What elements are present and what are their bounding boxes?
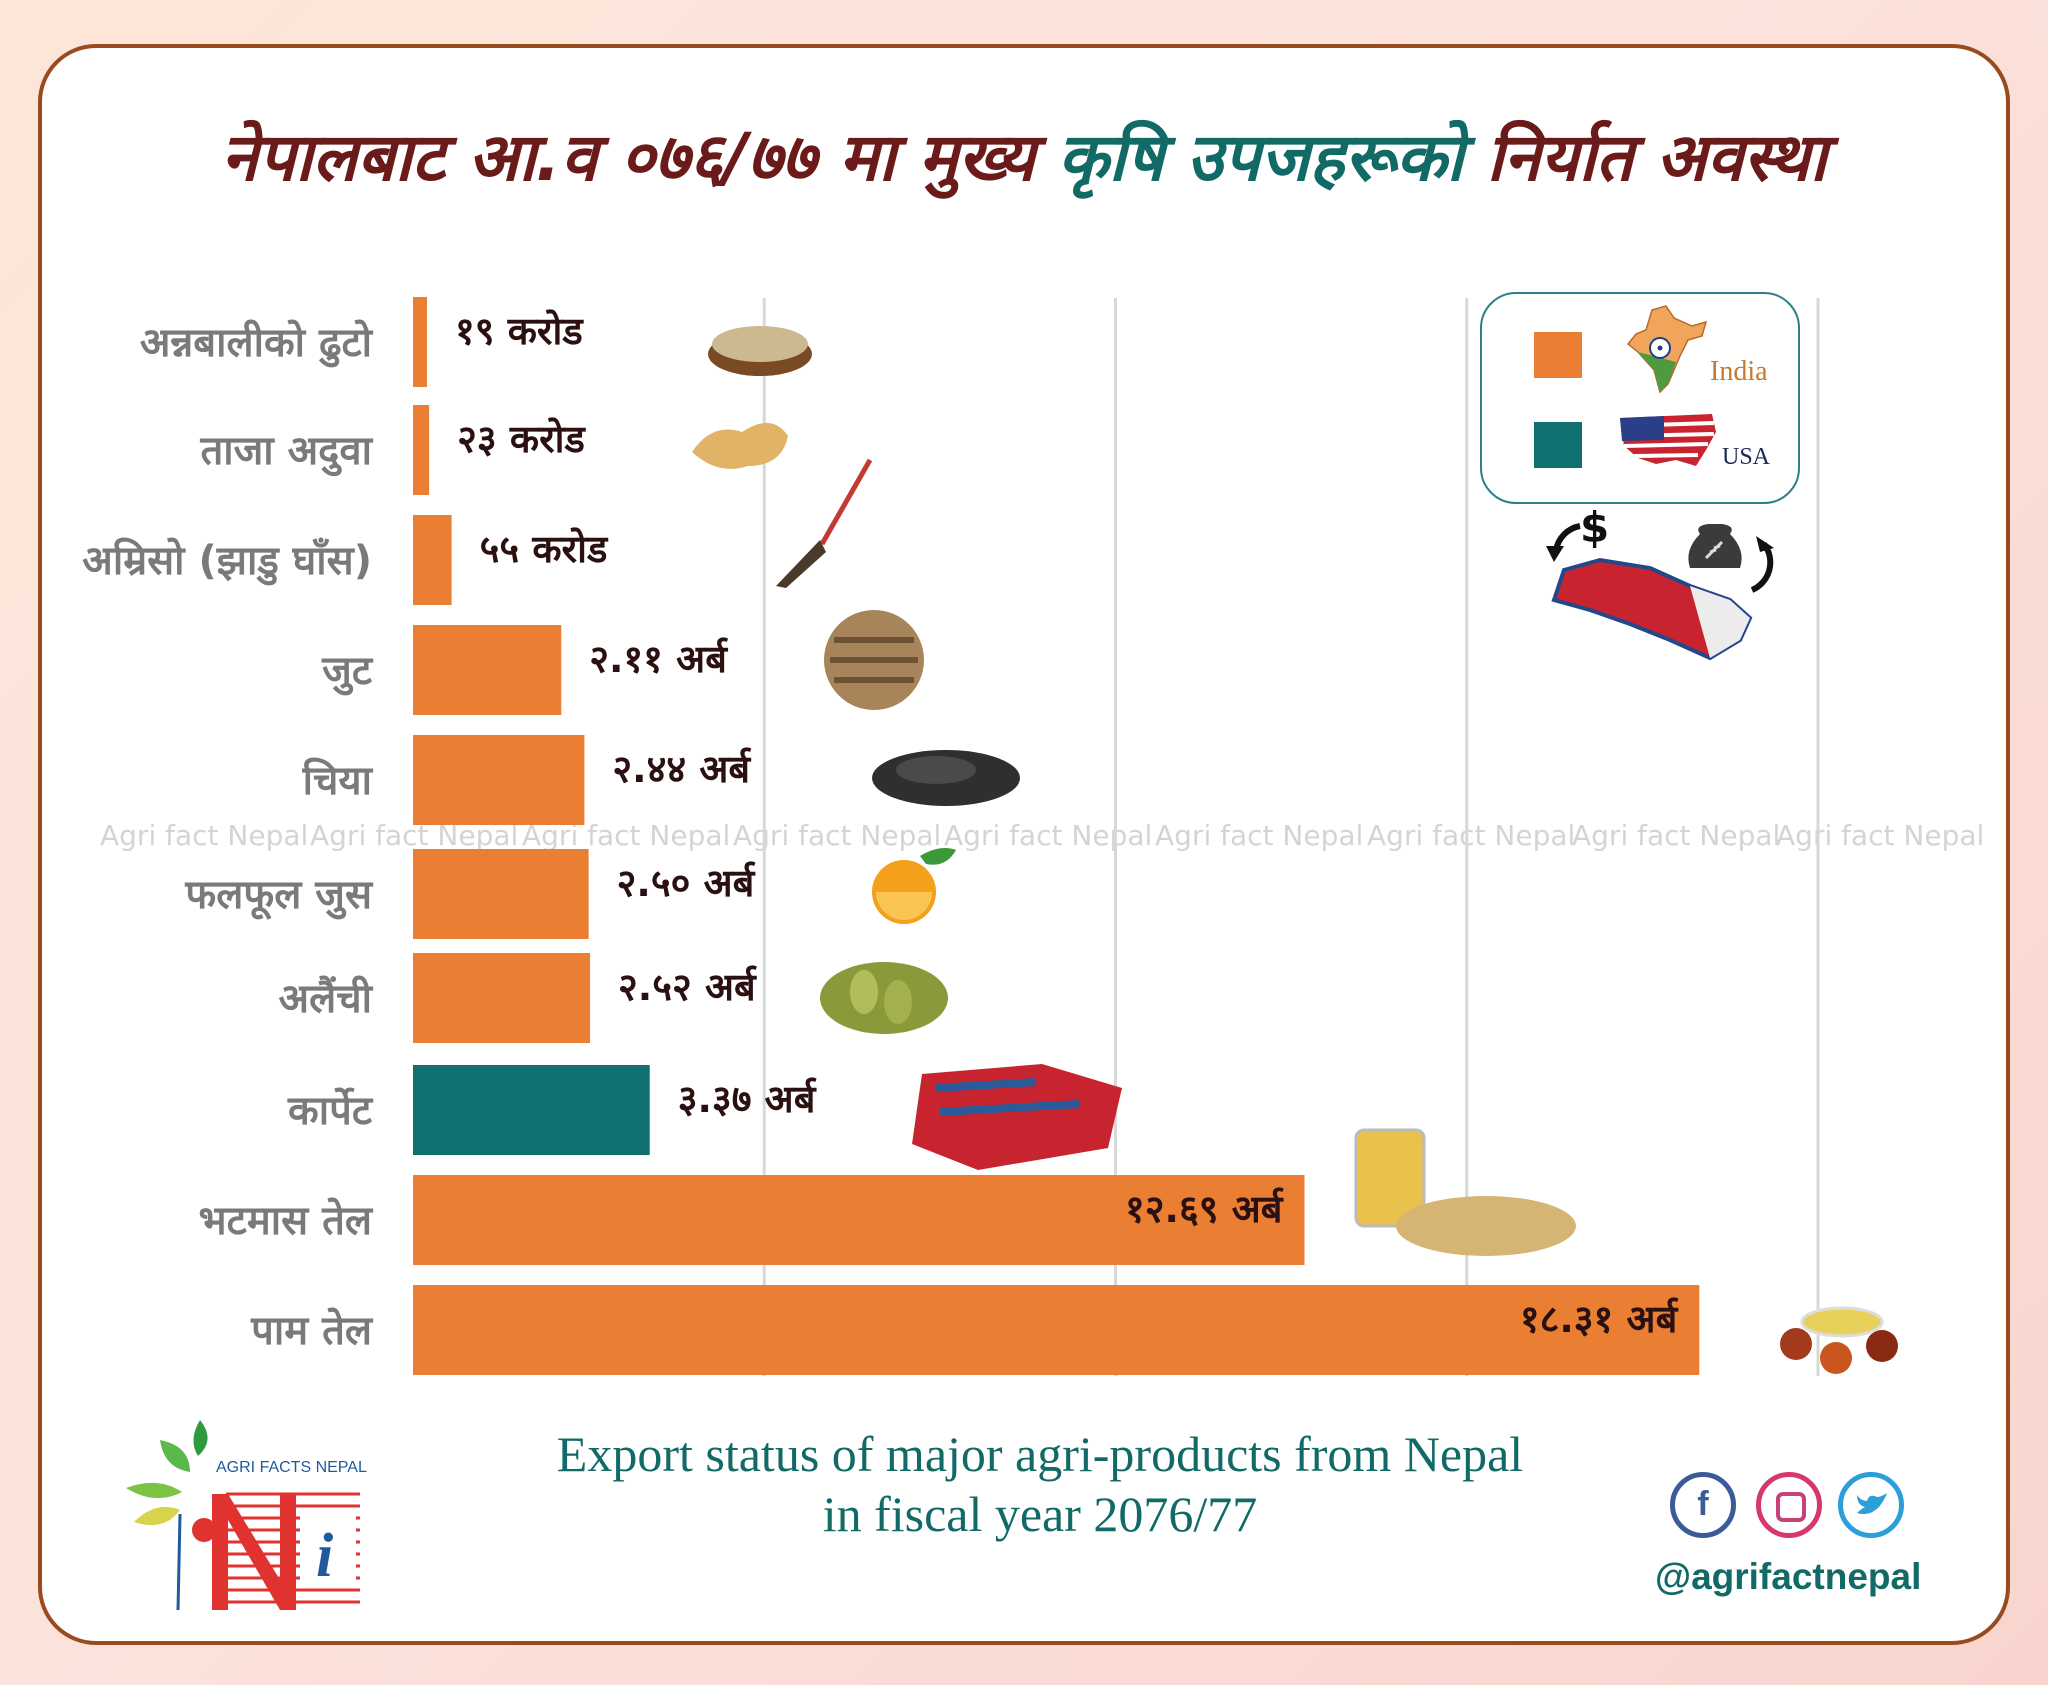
title-part-3: निर्यात अवस्था xyxy=(1486,119,1827,196)
social-handle[interactable]: @agrifactnepal xyxy=(1655,1556,1922,1597)
category-label: अलैंची xyxy=(279,975,374,1022)
category-label: फलफूल जुस xyxy=(184,872,374,920)
carpet-icon xyxy=(912,1064,1122,1170)
watermark-text: Agri fact Nepal xyxy=(1155,819,1363,852)
caption-line-1: Export status of major agri-products fro… xyxy=(556,1426,1524,1482)
twitter-icon[interactable] xyxy=(1838,1472,1904,1538)
category-label: कार्पेट xyxy=(287,1087,374,1134)
orange-icon xyxy=(872,848,956,924)
legend-label-india: India xyxy=(1710,356,1768,387)
bar xyxy=(413,1065,650,1155)
tea-leaves-icon xyxy=(872,750,1020,806)
watermark-text: Agri fact Nepal xyxy=(944,819,1152,852)
data-label: २.५० अर्ब xyxy=(617,861,757,905)
bar xyxy=(413,297,427,387)
watermark-text: Agri fact Nepal xyxy=(1572,819,1780,852)
legend-swatch-usa xyxy=(1534,422,1582,468)
palm-oil-icon xyxy=(1780,1306,1898,1374)
category-label: पाम तेल xyxy=(250,1307,374,1354)
caption-line-2: in fiscal year 2076/77 xyxy=(822,1486,1258,1542)
data-label: १८.३१ अर्ब xyxy=(1520,1297,1679,1341)
category-label: अम्रिसो (झाडु घाँस) xyxy=(82,537,372,586)
page-title: नेपालबाट आ.व ०७६/७७ मा मुख्य कृषि उपजहरू… xyxy=(0,110,2048,200)
category-label: अन्नबालीको ढुटो xyxy=(140,319,374,368)
facebook-icon[interactable]: f xyxy=(1670,1472,1736,1538)
data-label: २३ करोड xyxy=(457,417,586,461)
usa-flag-map-icon xyxy=(1620,414,1716,466)
data-label: १२.६९ अर्ब xyxy=(1125,1187,1284,1231)
bar xyxy=(413,953,591,1043)
bar xyxy=(413,1175,1305,1265)
category-label: जुट xyxy=(321,648,374,696)
data-label: ३.३७ अर्ब xyxy=(678,1077,818,1121)
data-label: २.४४ अर्ब xyxy=(612,747,752,791)
legend: India USA xyxy=(1480,292,1800,504)
soybean-oil-icon xyxy=(1354,1128,1576,1256)
legend-swatch-india xyxy=(1534,332,1582,378)
bar xyxy=(413,625,562,715)
agri-facts-nepal-logo: i AGRI FACTS NEPAL xyxy=(126,1420,367,1611)
watermark-row: Agri fact Nepal Agri fact Nepal Agri fact … xyxy=(100,819,1984,852)
bar xyxy=(413,735,585,825)
data-label: १९ करोड xyxy=(455,309,584,353)
grain-sack-icon xyxy=(1688,524,1742,568)
category-label: भटमास तेल xyxy=(199,1197,374,1244)
data-label: २.११ अर्ब xyxy=(589,637,729,681)
bars: अन्नबालीको ढुटो १९ करोड ताजा अदुवा २३ करोड अ… xyxy=(82,297,1700,1375)
bran-bowl-icon xyxy=(708,326,812,376)
bar xyxy=(413,515,452,605)
category-label: चिया xyxy=(302,757,374,804)
caption: Export status of major agri-products fro… xyxy=(430,1424,1650,1544)
broom-icon xyxy=(776,458,873,588)
cardamom-icon xyxy=(820,962,948,1034)
category-label: ताजा अदुवा xyxy=(199,428,373,477)
watermark-text: Agri fact Nepal xyxy=(100,819,308,852)
logo-letter: i xyxy=(316,1522,333,1590)
instagram-icon[interactable] xyxy=(1756,1472,1822,1538)
bar xyxy=(413,1285,1700,1375)
ginger-icon xyxy=(692,422,788,469)
watermark-text: Agri fact Nepal xyxy=(1776,819,1984,852)
legend-label-usa: USA xyxy=(1722,444,1771,470)
bar xyxy=(413,405,430,495)
watermark-text: Agri fact Nepal xyxy=(1367,819,1575,852)
bar xyxy=(413,849,589,939)
title-part-1: नेपालबाट आ.व ०७६/७७ मा मुख्य xyxy=(221,119,1058,196)
product-icons xyxy=(692,326,1898,1374)
dollar-icon: $ xyxy=(1580,503,1609,552)
logo-text: AGRI FACTS NEPAL xyxy=(216,1459,367,1476)
jute-icon xyxy=(824,610,924,710)
trade-graphic: $ xyxy=(1546,503,1774,661)
data-label: २.५२ अर्ब xyxy=(618,965,758,1009)
data-label: ५५ करोड xyxy=(480,527,609,571)
india-map-icon xyxy=(1626,305,1708,394)
watermark-text: Agri fact Nepal xyxy=(733,819,941,852)
title-part-2: कृषि उपजहरूको xyxy=(1057,119,1487,196)
